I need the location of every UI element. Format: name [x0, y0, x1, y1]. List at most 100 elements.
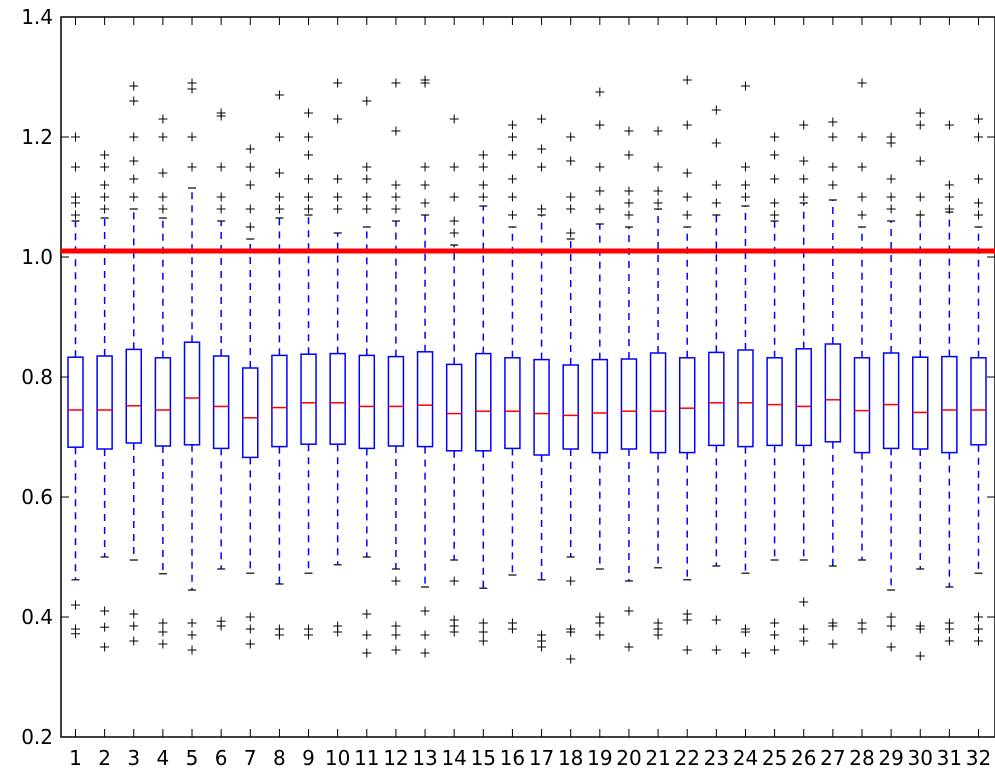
flier-marker	[915, 192, 925, 202]
flier-marker	[624, 606, 634, 616]
flier-marker	[886, 174, 896, 184]
flier-marker	[478, 627, 488, 637]
flier-marker	[304, 108, 314, 118]
box-26	[795, 120, 812, 646]
flier-marker	[595, 120, 605, 130]
flier-marker	[158, 639, 168, 649]
flier-marker	[478, 636, 488, 646]
flier-marker	[391, 180, 401, 190]
flier-marker	[362, 96, 372, 106]
x-tick-label: 3	[127, 746, 140, 770]
flier-marker	[740, 81, 750, 91]
flier-marker	[449, 627, 459, 637]
flier-marker	[799, 156, 809, 166]
box-body	[445, 363, 463, 452]
x-tick-label: 15	[471, 746, 496, 770]
box-18	[562, 132, 579, 664]
flier-marker	[974, 210, 983, 220]
box-11	[358, 96, 376, 658]
flier-marker	[711, 198, 721, 208]
flier-marker	[478, 150, 488, 160]
flier-marker	[187, 645, 197, 655]
flier-marker	[799, 636, 809, 646]
box-15	[475, 150, 492, 646]
box-body	[154, 357, 172, 447]
flier-marker	[507, 120, 517, 130]
flier-marker	[857, 624, 867, 634]
flier-marker	[595, 630, 605, 640]
flier-marker	[449, 576, 459, 586]
flier-marker	[333, 204, 343, 214]
box-series	[67, 75, 987, 664]
flier-marker	[566, 156, 576, 166]
flier-marker	[944, 204, 954, 214]
flier-marker	[886, 642, 896, 652]
flier-marker	[449, 192, 459, 202]
flier-marker	[624, 210, 634, 220]
box-body	[620, 358, 638, 450]
box-8	[271, 90, 288, 640]
flier-marker	[274, 168, 284, 178]
flier-marker	[915, 624, 925, 634]
flier-marker	[100, 180, 110, 190]
flier-marker	[245, 144, 255, 154]
box-body	[300, 353, 317, 445]
flier-marker	[595, 618, 605, 628]
flier-marker	[158, 168, 168, 178]
flier-marker	[566, 627, 576, 637]
y-tick-label: 1.2	[21, 125, 53, 149]
flier-marker	[886, 204, 896, 214]
flier-marker	[740, 648, 750, 658]
flier-marker	[245, 612, 255, 622]
flier-marker	[420, 198, 430, 208]
flier-marker	[537, 114, 547, 124]
flier-marker	[391, 126, 401, 136]
flier-marker	[245, 624, 255, 634]
flier-marker	[158, 204, 168, 214]
x-tick-label: 14	[441, 746, 466, 770]
x-tick-label: 7	[244, 746, 257, 770]
box-body	[358, 354, 376, 450]
x-tick-label: 10	[325, 746, 350, 770]
flier-marker	[304, 174, 314, 184]
flier-marker	[216, 192, 226, 202]
box-body	[795, 348, 812, 447]
x-tick-label: 11	[354, 746, 379, 770]
x-tick-label: 30	[908, 746, 933, 770]
flier-marker	[537, 144, 547, 154]
flier-marker	[362, 204, 372, 214]
flier-marker	[158, 618, 168, 628]
flier-marker	[682, 192, 692, 202]
y-tick-label: 0.2	[21, 725, 53, 749]
flier-marker	[682, 120, 692, 130]
box-body	[416, 351, 434, 448]
box-body	[708, 351, 725, 447]
flier-marker	[974, 612, 983, 622]
flier-marker	[391, 204, 401, 214]
flier-marker	[740, 180, 750, 190]
x-tick-label: 9	[302, 746, 315, 770]
flier-marker	[478, 618, 488, 628]
flier-marker	[770, 210, 780, 220]
box-body	[882, 352, 900, 450]
y-tick-label: 1.0	[21, 245, 53, 269]
box-body	[766, 357, 783, 447]
box-19	[591, 87, 609, 640]
x-tick-label: 21	[645, 746, 670, 770]
flier-marker	[100, 622, 110, 632]
flier-marker	[915, 651, 925, 661]
flier-marker	[915, 120, 925, 130]
x-tick-label: 20	[616, 746, 641, 770]
flier-marker	[71, 192, 80, 202]
flier-marker	[333, 192, 343, 202]
flier-marker	[100, 642, 110, 652]
flier-marker	[420, 75, 430, 85]
box-body	[591, 358, 609, 454]
x-tick-label: 13	[412, 746, 437, 770]
box-body	[533, 358, 550, 456]
flier-marker	[799, 597, 809, 607]
flier-marker	[799, 192, 809, 202]
flier-marker	[420, 630, 430, 640]
flier-marker	[799, 624, 809, 634]
x-axis: 1 2 3 4 5 6 7 8 9 10 11 12 13 14 15 16 17 18 19 20 21 22 23 24 2…	[69, 17, 991, 770]
